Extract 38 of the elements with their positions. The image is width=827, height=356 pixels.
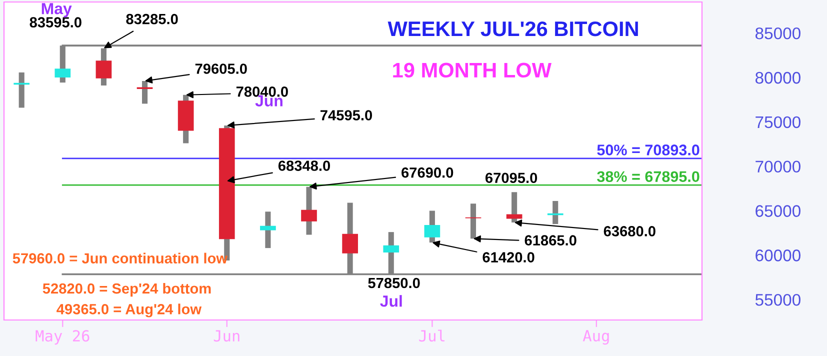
y-tick-label: 60000 bbox=[756, 250, 800, 262]
annotation: 57850.0 bbox=[368, 278, 420, 288]
annotation: 78040.0 bbox=[236, 86, 288, 97]
annotation: Jun bbox=[255, 95, 282, 106]
annotation: 83285.0 bbox=[126, 14, 178, 24]
y-tick-label: 75000 bbox=[756, 116, 800, 128]
annotation: 52820.0 = Sep'24 bottom bbox=[42, 282, 211, 297]
candlestick bbox=[465, 204, 482, 239]
annotation: 79605.0 bbox=[195, 64, 247, 74]
annotation: 57960.0 = Jun continuation low bbox=[12, 252, 228, 264]
annotation: 74595.0 bbox=[320, 110, 372, 120]
y-tick-label: 70000 bbox=[756, 160, 800, 173]
annotation: 61420.0 bbox=[482, 252, 534, 262]
y-tick-label: 85000 bbox=[756, 27, 800, 40]
candlestick bbox=[96, 48, 112, 86]
annotation: 61865.0 bbox=[524, 235, 576, 246]
annotation: 63680.0 bbox=[604, 226, 656, 236]
annotation: Jul bbox=[380, 295, 402, 307]
annotation: 83595.0 bbox=[30, 17, 82, 28]
annotation: 19 MONTH LOW bbox=[393, 62, 552, 78]
text: WEEKLY JUL'26 BITCOIN bbox=[388, 21, 638, 36]
x-tick-label: Aug bbox=[582, 330, 609, 345]
x-tick-label: Jul bbox=[419, 330, 444, 342]
candlestick bbox=[301, 186, 317, 235]
y-tick-label: 55000 bbox=[755, 294, 800, 306]
annotation: 49365.0 = Aug'24 low bbox=[56, 304, 202, 318]
x-tick-label: May 26 bbox=[36, 330, 90, 345]
y-tick-label: 80000 bbox=[756, 72, 800, 84]
annotation: 67095.0 bbox=[485, 172, 538, 184]
candlestick bbox=[424, 210, 440, 243]
annotation: 67690.0 bbox=[402, 167, 454, 178]
ref-line-label: 50% = 70893.0 bbox=[597, 144, 700, 156]
x-tick-label: Jun bbox=[214, 330, 240, 342]
annotation: 68348.0 bbox=[278, 160, 330, 171]
y-tick-label: 65000 bbox=[756, 205, 800, 217]
candlestick bbox=[260, 212, 276, 248]
ref-line-label: 38% = 67895.0 bbox=[597, 171, 700, 182]
annotation: May bbox=[42, 3, 72, 18]
